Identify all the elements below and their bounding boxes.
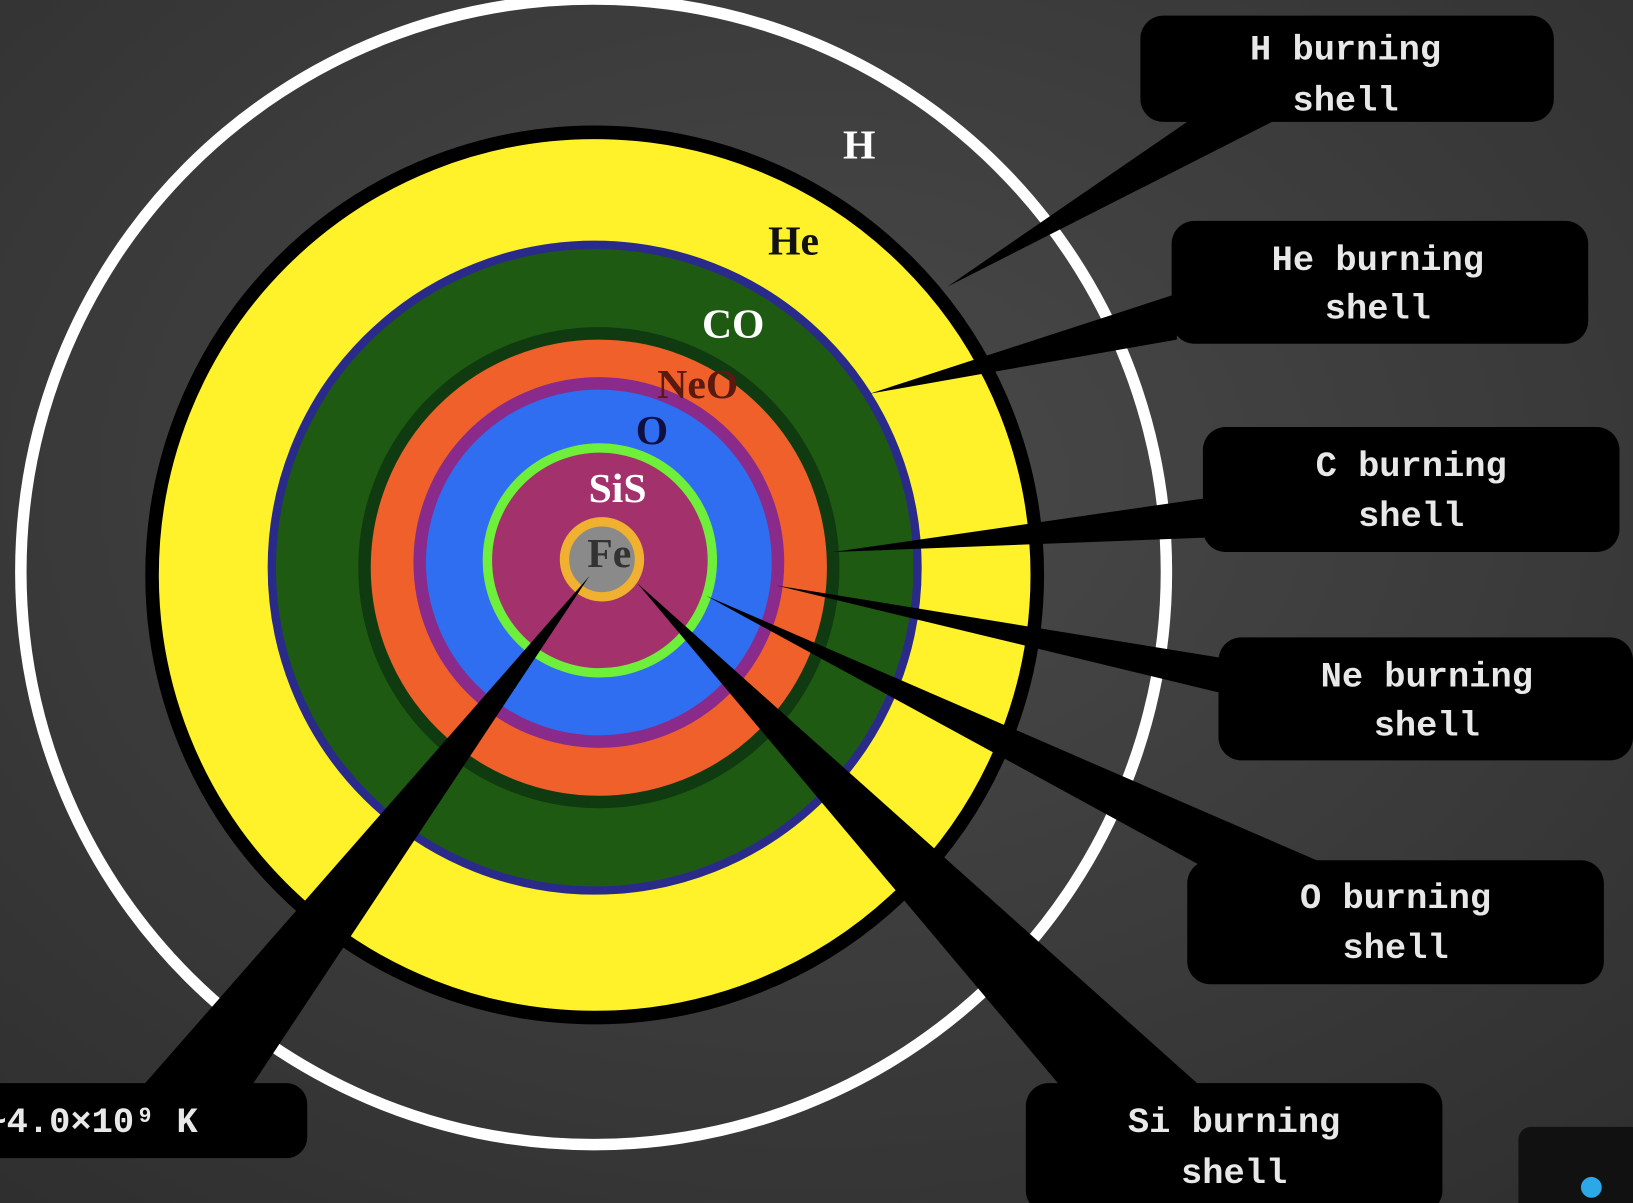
pointer: [869, 293, 1177, 394]
callout-box: [1171, 220, 1589, 344]
shells: [15, 0, 1172, 1151]
callout-text: Ne burning: [1321, 657, 1533, 697]
callout-boxes: [0, 15, 1633, 1203]
layer-label: O: [636, 408, 668, 454]
callout-text: shell: [1181, 1154, 1287, 1194]
callout-box: [0, 1083, 308, 1159]
logo-dot: [1580, 1176, 1602, 1198]
callout-text: He burning: [1272, 241, 1484, 281]
layer-label: H: [843, 123, 875, 169]
callout-text: shell: [1325, 290, 1431, 330]
layer-label: SiS: [589, 466, 647, 512]
pointer: [637, 583, 1203, 1089]
layer-label: Fe: [587, 531, 631, 577]
temperature-label: ~4.0×10⁹ K: [0, 1103, 199, 1143]
callout-text: H burning: [1250, 30, 1441, 70]
callout-box: [1187, 860, 1604, 985]
callout-box: [1025, 1083, 1443, 1203]
callout-text: shell: [1374, 706, 1480, 746]
logo-badge: [1518, 1126, 1633, 1203]
pointer: [833, 497, 1209, 553]
callout-box: [1140, 15, 1554, 122]
layer-label: CO: [702, 302, 764, 348]
callout-box: [1202, 427, 1620, 553]
h-envelope: [15, 0, 1172, 1151]
callout-text: O burning: [1300, 879, 1491, 919]
callout-text: shell: [1358, 497, 1464, 537]
layer-label: NeO: [657, 362, 738, 408]
logo: [1518, 1126, 1633, 1203]
callout-text: C burning: [1316, 447, 1507, 487]
fe-core: [559, 517, 645, 602]
callout-text: shell: [1292, 81, 1398, 121]
callout-box: [1218, 637, 1633, 761]
callout-text: shell: [1342, 929, 1448, 969]
layer-label: He: [768, 218, 819, 264]
callout-text: Si burning: [1128, 1103, 1340, 1143]
pointer: [706, 595, 1339, 870]
